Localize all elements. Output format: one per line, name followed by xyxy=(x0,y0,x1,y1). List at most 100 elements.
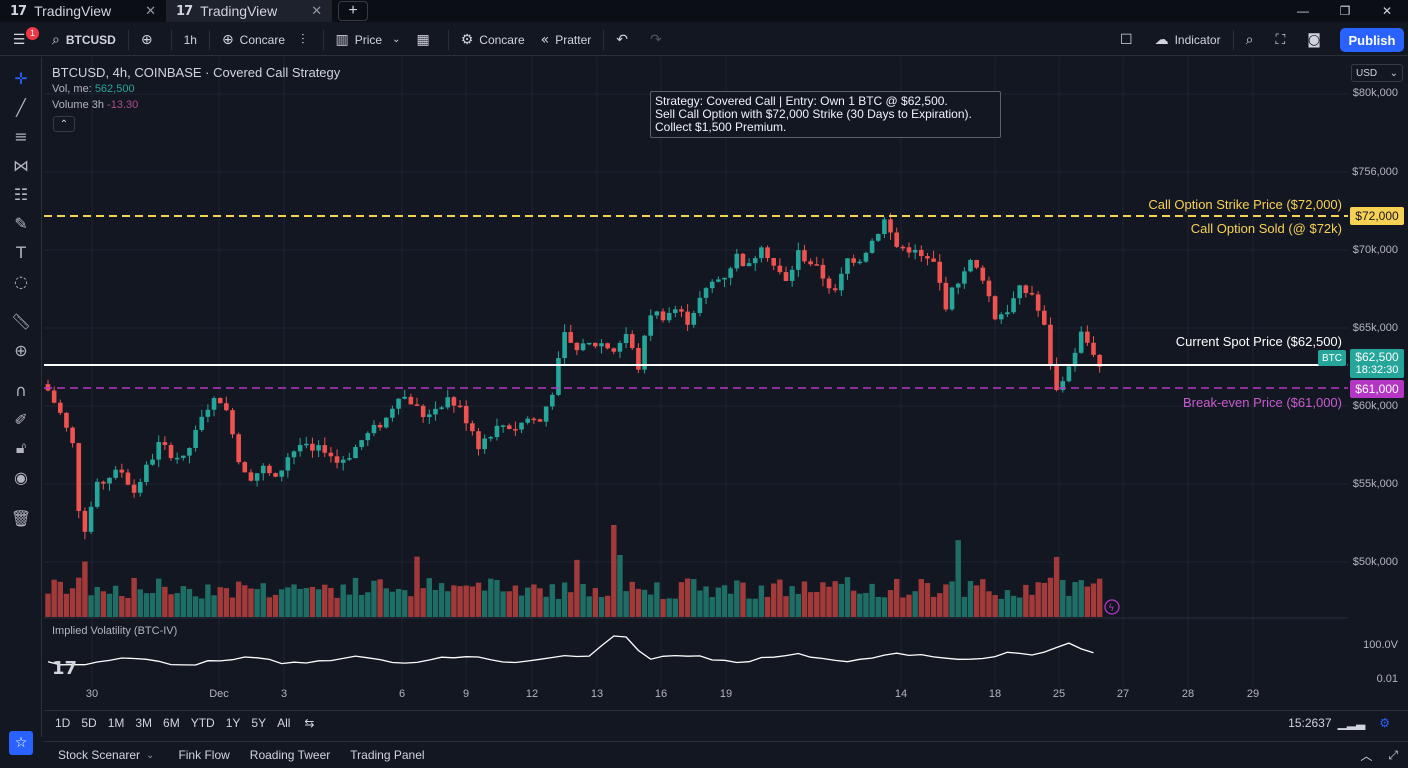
main-menu-button[interactable]: ☰ 1 xyxy=(0,24,44,56)
range-1d[interactable]: 1D xyxy=(55,715,71,730)
fullscreen-square-button[interactable]: ☐ xyxy=(1112,24,1147,56)
candle-body xyxy=(334,456,340,463)
compare2-button[interactable]: ⚙ Concare xyxy=(453,24,533,56)
volume-bar xyxy=(955,540,961,617)
range-6m[interactable]: 6M xyxy=(163,715,180,730)
tab-tradingview-2[interactable]: 17 TradingView ✕ xyxy=(166,0,333,22)
volume-bar xyxy=(1078,580,1084,617)
tab-tradingview-1[interactable]: 17 TradingView ✕ xyxy=(0,0,166,22)
range-5y[interactable]: 5Y xyxy=(251,715,267,730)
layout-button[interactable]: ▦ xyxy=(409,24,444,56)
new-tab-button[interactable]: + xyxy=(338,1,369,21)
redo-button[interactable]: ↷ xyxy=(642,24,676,56)
brush-icon[interactable]: ✎ xyxy=(14,213,28,233)
lock-icon[interactable]: 🔓︎ xyxy=(15,438,27,457)
tab-fink-flow[interactable]: Fink Flow xyxy=(178,748,230,762)
range-all[interactable]: All xyxy=(277,715,291,730)
divider xyxy=(127,29,129,50)
volume-bar xyxy=(438,583,445,617)
search-icon: ⌕ xyxy=(52,31,60,48)
pattern-icon[interactable]: ◌ xyxy=(14,271,28,291)
range-3m[interactable]: 3M xyxy=(135,715,153,730)
candle-body xyxy=(962,271,967,284)
toolbar-right-group: ☐ ☁ Indicator ⌕ ⛶ ◙ xyxy=(1112,24,1335,56)
volume-bar xyxy=(303,588,309,617)
close-icon[interactable]: ✕ xyxy=(145,3,157,18)
trash-icon[interactable]: 🗑︎ xyxy=(10,508,32,528)
price-chart[interactable]: 17 ϟ xyxy=(44,57,1348,707)
ruler-icon[interactable]: 📏︎ xyxy=(10,311,32,331)
horizontal-lines-icon[interactable]: ≡ xyxy=(14,126,28,146)
currency-select[interactable]: USD ⌄ xyxy=(1351,64,1403,82)
pitchfork-icon[interactable]: ⋈ xyxy=(13,155,29,175)
tab-trading-panel[interactable]: Trading Panel xyxy=(350,748,425,762)
candle-body xyxy=(51,390,57,403)
divider xyxy=(603,29,605,50)
pattern-button[interactable]: « Pratter xyxy=(533,24,600,56)
text-icon[interactable]: T xyxy=(16,242,26,262)
settings-icon[interactable]: ⚙ xyxy=(1379,716,1390,730)
volume-bar xyxy=(980,579,986,617)
tab-stock-scenarer[interactable]: Stock Scenarer xyxy=(58,748,141,762)
volume-bar xyxy=(217,587,223,617)
rewind-icon: « xyxy=(540,31,550,48)
indicator-button[interactable]: ☁ Indicator xyxy=(1147,24,1229,56)
symbol-search-button[interactable]: ⌕ BTCUSD xyxy=(44,24,124,56)
lock-drawing-icon[interactable]: ✐ xyxy=(14,409,28,429)
calendar-icon[interactable]: ⇆ xyxy=(304,715,315,730)
restore-icon[interactable]: ❐ xyxy=(1339,4,1351,18)
tab-roading-tweer[interactable]: Roading Tweer xyxy=(249,748,331,762)
candle-body xyxy=(986,280,992,297)
lightning-icon xyxy=(1104,599,1120,615)
zoom-button[interactable]: ⌕ xyxy=(1238,24,1268,56)
snapshot-button[interactable]: ◙ xyxy=(1299,24,1335,56)
close-window-icon[interactable]: ✕ xyxy=(1381,4,1393,18)
indicators-template-button[interactable]: ⫶ xyxy=(293,24,319,56)
candle-body xyxy=(636,347,641,370)
range-ytd[interactable]: YTD xyxy=(190,715,215,730)
candle-body xyxy=(716,279,721,282)
interval-button[interactable]: 1h xyxy=(176,24,205,56)
candle-body xyxy=(365,433,371,441)
time-tick: 27 xyxy=(1116,688,1130,700)
zoom-in-icon[interactable]: ⊕ xyxy=(14,340,28,360)
clock-label[interactable]: 15:2637 xyxy=(1288,716,1332,730)
volume-bar xyxy=(328,587,334,617)
eye-icon[interactable]: ◉ xyxy=(14,467,28,487)
volume-bar xyxy=(1084,586,1091,617)
magnet-icon[interactable]: ∩ xyxy=(15,380,27,400)
chevron-up-icon[interactable]: ︿ xyxy=(1360,749,1373,763)
volume-bar xyxy=(119,596,125,617)
star-icon[interactable]: ☆ xyxy=(9,731,33,755)
cloud-icon: ☁ xyxy=(1154,32,1169,48)
compare-button[interactable]: ⊕ Concare xyxy=(214,24,293,56)
maximize-panel-icon[interactable]: ⤢ xyxy=(1388,748,1398,762)
candle-body xyxy=(845,258,850,274)
volume-bar xyxy=(758,585,765,617)
candle-body xyxy=(371,424,377,434)
collapse-legend-button[interactable]: ⌃ xyxy=(53,116,75,132)
trend-line-icon[interactable]: ╱ xyxy=(16,97,26,117)
chart-type-button[interactable]: ▥ Price ⌄ xyxy=(328,24,409,56)
range-1m[interactable]: 1M xyxy=(107,715,125,730)
chevron-down-icon[interactable]: ⌄ xyxy=(146,749,155,761)
range-1y[interactable]: 1Y xyxy=(225,715,241,730)
volume-bar xyxy=(45,593,51,617)
minimize-icon[interactable]: — xyxy=(1297,4,1309,18)
range-5d[interactable]: 5D xyxy=(81,715,97,730)
price-tick: $756,000 xyxy=(1352,166,1398,178)
crosshair-icon[interactable]: ✛ xyxy=(14,68,28,88)
volume-bar xyxy=(235,581,242,617)
volume-bar xyxy=(555,598,562,617)
volume-bar xyxy=(1004,590,1011,617)
fib-icon[interactable]: ☷ xyxy=(13,184,29,204)
volume-bar xyxy=(568,592,574,617)
expand-button[interactable]: ⛶ xyxy=(1267,24,1299,56)
close-icon[interactable]: ✕ xyxy=(311,3,323,18)
add-symbol-button[interactable]: ⊕ xyxy=(133,24,167,56)
undo-button[interactable]: ↶ xyxy=(608,24,642,56)
strategy-annotation[interactable]: Strategy: Covered Call | Entry: Own 1 BT… xyxy=(650,91,1001,138)
candle-body xyxy=(131,484,137,493)
publish-button[interactable]: Publish xyxy=(1340,28,1404,52)
gear-icon: ⚙ xyxy=(460,31,474,48)
